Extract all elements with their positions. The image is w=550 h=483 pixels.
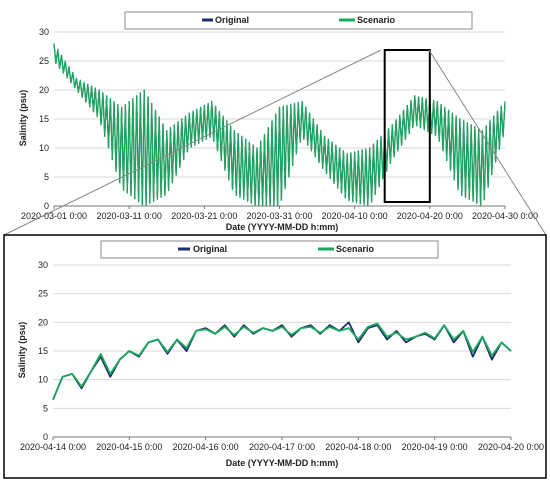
y-tick-label: 20 — [39, 85, 49, 95]
y-tick-label: 15 — [38, 346, 48, 356]
zoom-legend-label-original: Original — [193, 244, 227, 254]
x-tick-label: 2020-04-20 0:00 — [397, 211, 463, 221]
x-tick-label: 2020-04-17 0:00 — [249, 442, 315, 452]
y-tick-label: 0 — [43, 432, 48, 442]
zoom-chart: Original Scenario 0 5 10 15 20 25 30 2020-04-1… — [17, 240, 544, 468]
zoom-x-ticks: 2020-04-14 0:00 2020-04-15 0:00 2020-04-16… — [20, 437, 544, 452]
overview-x-ticks: 2020-03-01 0:00 2020-03-11 0:00 2020-03-21… — [21, 206, 538, 221]
zoom-x-axis-label: Date (YYYY-MM-DD h:mm) — [226, 458, 339, 468]
overview-y-ticks: 0 5 10 15 20 25 30 — [39, 27, 49, 211]
x-tick-label: 2020-04-19 0:00 — [402, 442, 468, 452]
y-tick-label: 30 — [38, 260, 48, 270]
x-tick-label: 2020-03-31 0:00 — [246, 211, 312, 221]
x-tick-label: 2020-04-20 0:00 — [478, 442, 544, 452]
zoom-y-ticks: 0 5 10 15 20 25 30 — [38, 260, 48, 442]
x-tick-label: 2020-04-18 0:00 — [325, 442, 391, 452]
series-line-scenario — [53, 43, 506, 207]
y-tick-label: 10 — [38, 375, 48, 385]
overview-legend-label-scenario: Scenario — [357, 15, 396, 25]
y-tick-label: 20 — [38, 317, 48, 327]
x-tick-label: 2020-03-21 0:00 — [171, 211, 237, 221]
y-tick-label: 15 — [39, 114, 49, 124]
overview-legend-box — [124, 11, 473, 30]
overview-y-axis-label: Salinity (psu) — [18, 90, 28, 147]
overview-legend-label-original: Original — [215, 15, 249, 25]
y-tick-label: 30 — [39, 27, 49, 37]
zoom-y-axis-label: Salinity (psu) — [17, 322, 27, 379]
zoom-connector-right — [428, 49, 547, 236]
x-tick-label: 2020-04-16 0:00 — [173, 442, 239, 452]
y-tick-label: 5 — [44, 172, 49, 182]
zoom-gridlines — [53, 264, 511, 409]
overview-x-axis-label: Date (YYYY-MM-DD h:mm) — [226, 222, 339, 232]
y-tick-label: 25 — [38, 289, 48, 299]
x-tick-label: 2020-04-14 0:00 — [20, 442, 86, 452]
x-tick-label: 2020-04-15 0:00 — [96, 442, 162, 452]
y-tick-label: 0 — [44, 201, 49, 211]
overview-chart: Original Scenario 0 5 10 15 20 25 30 2020-03-0… — [18, 11, 538, 232]
x-tick-label: 2020-04-30 0:00 — [472, 211, 538, 221]
y-tick-label: 10 — [39, 143, 49, 153]
zoom-connector-left — [3, 49, 382, 236]
zoom-window-highlight — [383, 49, 431, 203]
zoom-series — [52, 321, 512, 401]
x-tick-label: 2020-03-11 0:00 — [96, 211, 161, 221]
zoom-legend-box — [100, 240, 439, 259]
x-tick-label: 2020-03-01 0:00 — [21, 211, 87, 221]
x-tick-label: 2020-04-10 0:00 — [322, 211, 388, 221]
series-line-scenario — [52, 322, 512, 401]
y-tick-label: 5 — [43, 403, 48, 413]
zoom-legend-label-scenario: Scenario — [336, 244, 375, 254]
y-tick-label: 25 — [39, 56, 49, 66]
overview-series — [53, 43, 506, 207]
